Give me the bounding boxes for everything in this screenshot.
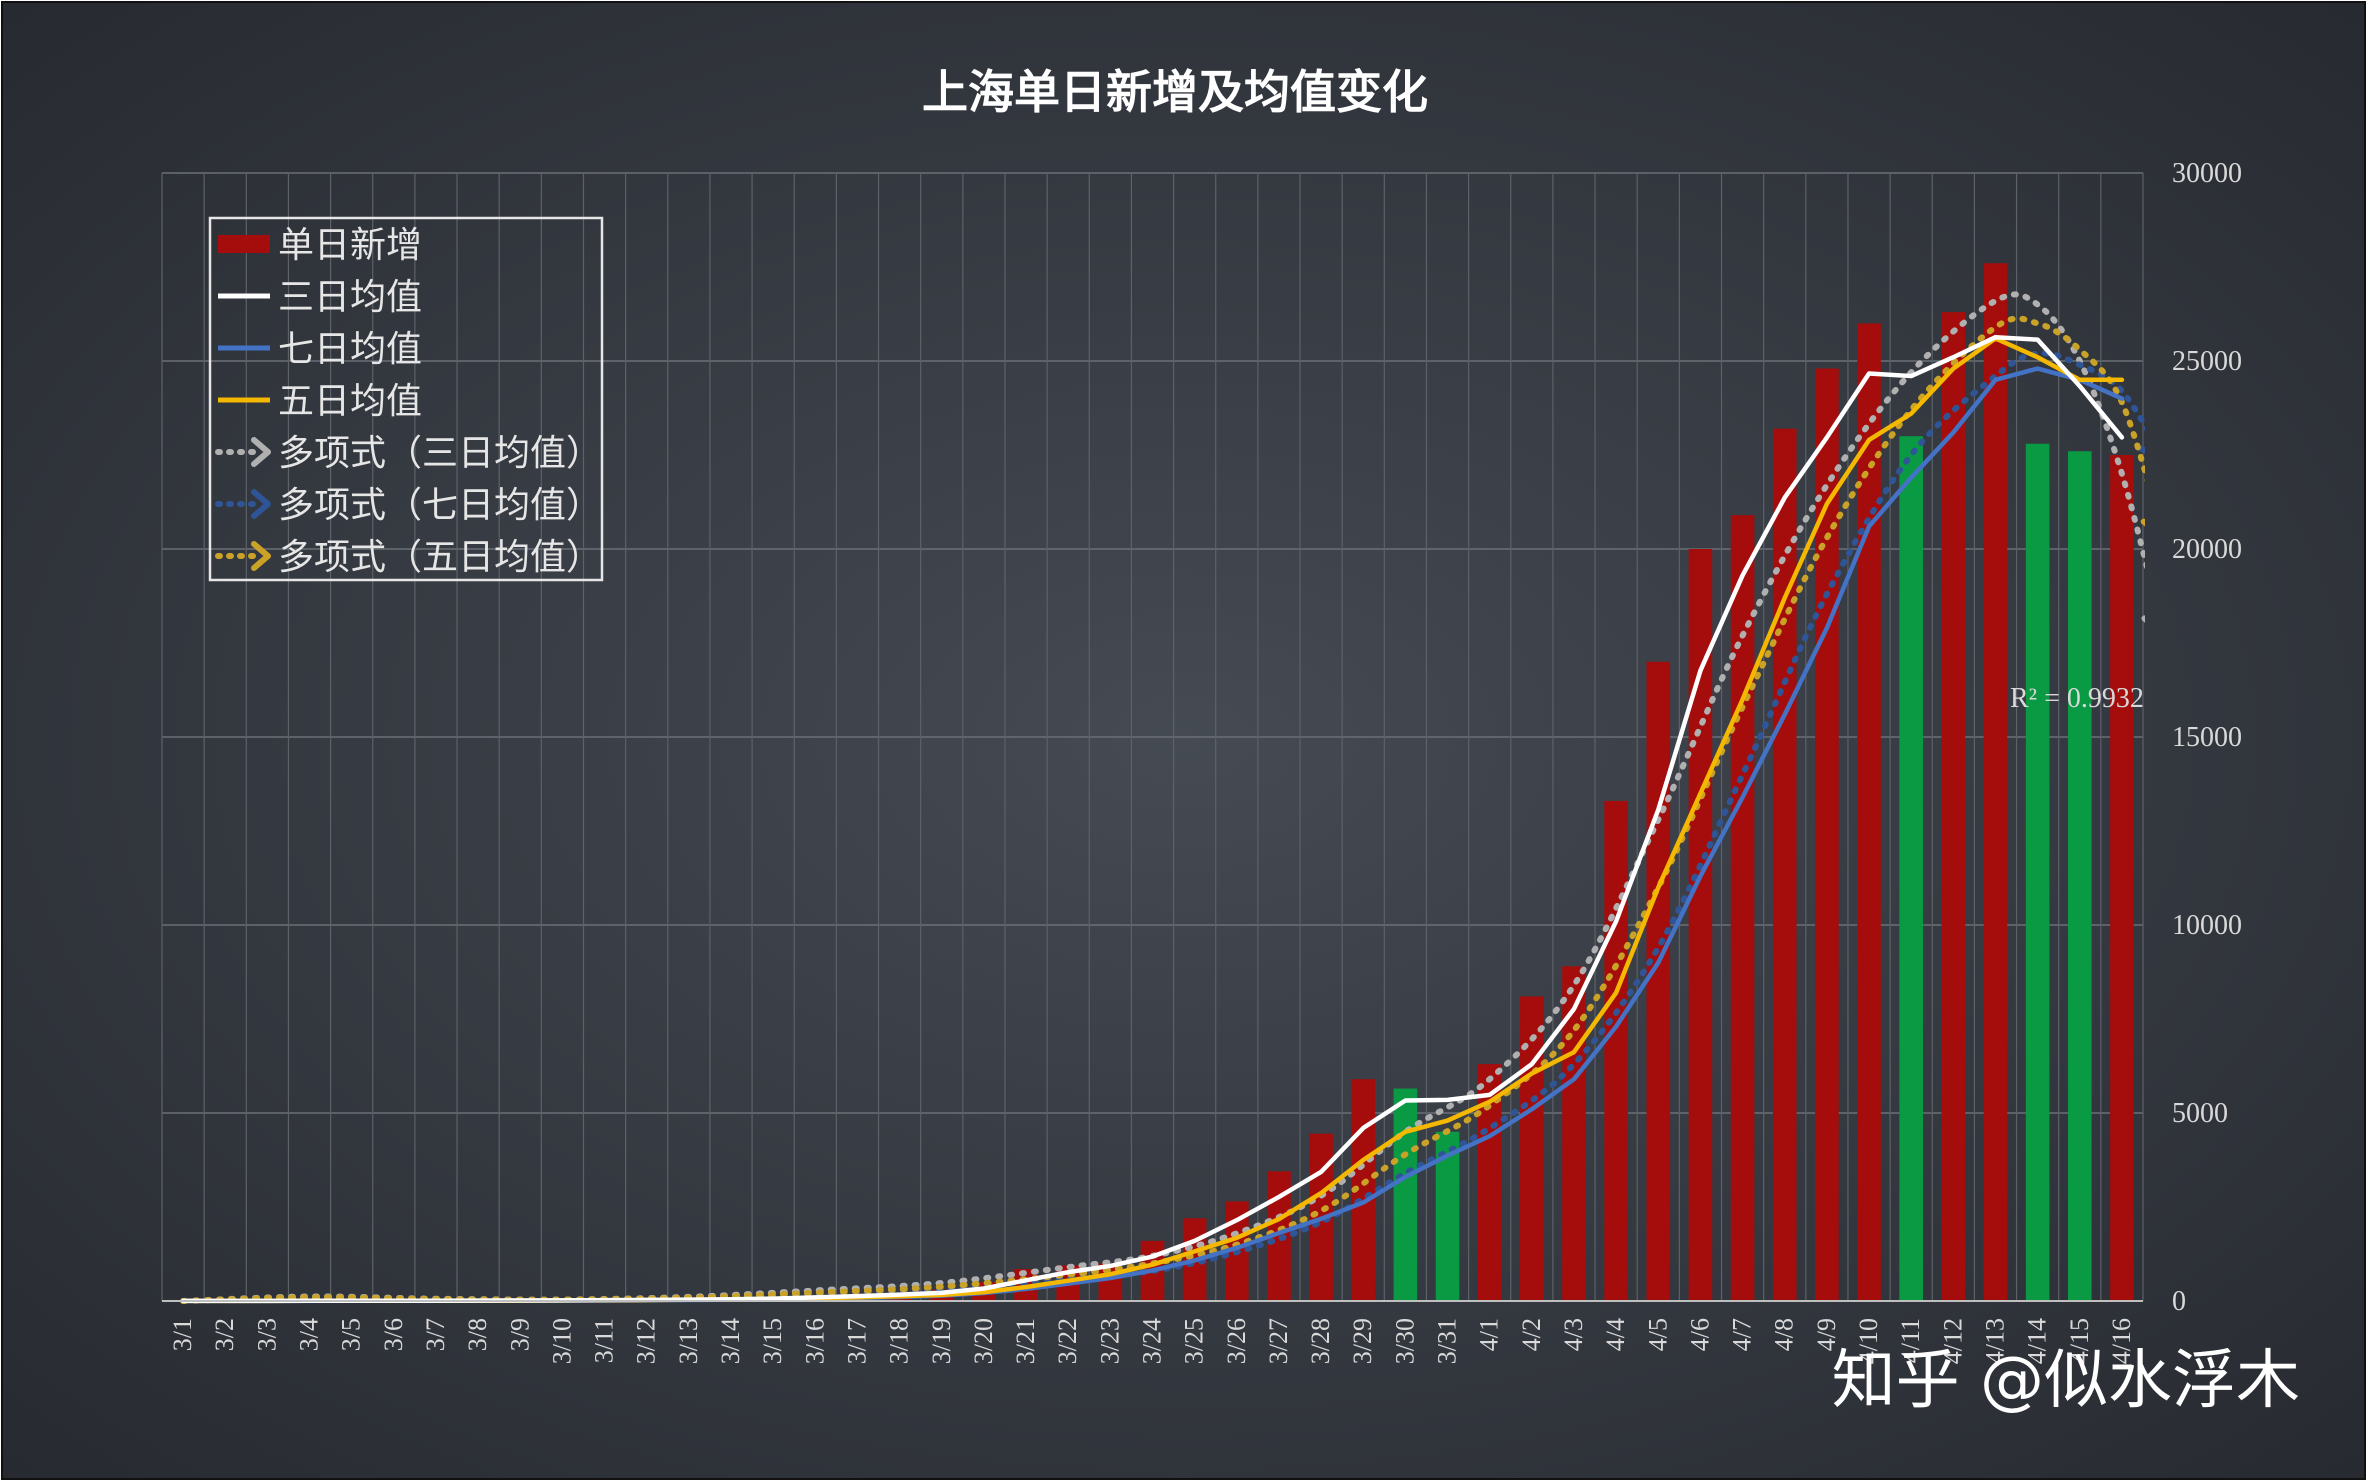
x-tick-label: 4/3 — [1559, 1318, 1588, 1351]
x-tick-label: 4/4 — [1601, 1318, 1630, 1351]
chart-title: 上海单日新增及均值变化 — [922, 65, 1428, 119]
x-tick-label: 4/14 — [2023, 1318, 2052, 1364]
x-tick-label: 3/30 — [1390, 1318, 1419, 1364]
x-tick-label: 3/11 — [590, 1318, 619, 1363]
x-tick-label: 3/29 — [1348, 1318, 1377, 1364]
bar — [1435, 1131, 1460, 1301]
x-tick-label: 3/15 — [758, 1318, 787, 1364]
x-tick-label: 3/4 — [295, 1318, 324, 1351]
x-tick-label: 3/27 — [1264, 1318, 1293, 1364]
bar — [1393, 1088, 1418, 1301]
x-tick-label: 3/16 — [800, 1318, 829, 1364]
bar — [1520, 996, 1544, 1301]
x-tick-label: 3/18 — [885, 1318, 914, 1364]
bars — [171, 263, 2134, 1302]
bar — [1983, 263, 2008, 1301]
x-tick-label: 4/12 — [1938, 1318, 1967, 1364]
x-tick-label: 4/11 — [1896, 1318, 1925, 1363]
x-tick-label: 4/7 — [1728, 1318, 1757, 1351]
x-tick-label: 3/6 — [379, 1318, 408, 1351]
x-tick-label: 3/24 — [1138, 1318, 1167, 1364]
x-tick-label: 4/8 — [1770, 1318, 1799, 1351]
x-tick-label: 3/20 — [969, 1318, 998, 1364]
x-tick-label: 4/13 — [1980, 1318, 2009, 1364]
x-tick-label: 4/9 — [1812, 1318, 1841, 1351]
x-tick-label: 3/8 — [463, 1318, 492, 1351]
x-tick-label: 3/13 — [674, 1318, 703, 1364]
bar — [2067, 451, 2092, 1301]
trendline — [180, 315, 2145, 1304]
x-tick-label: 3/23 — [1095, 1318, 1124, 1364]
axes: 0 5000 10000 15000 20000 25000 30000 3/1 3/2 3/3 3… — [162, 158, 2242, 1364]
legend-label: 三日均值 — [278, 277, 422, 318]
legend-arrow — [251, 489, 271, 519]
y-tick-label: 30000 — [2172, 158, 2242, 189]
x-tick-label: 3/21 — [1011, 1318, 1040, 1364]
x-tick-label: 3/9 — [505, 1318, 534, 1351]
bar — [1772, 428, 1797, 1301]
legend-label: 单日新增 — [278, 225, 422, 266]
legend-label: 多项式（三日均值） — [278, 433, 602, 474]
x-tick-label: 3/10 — [547, 1318, 576, 1364]
legend-label: 多项式（七日均值） — [278, 485, 602, 526]
x-tick-label: 3/26 — [1222, 1318, 1251, 1364]
x-tick-label: 3/31 — [1433, 1318, 1462, 1364]
legend-box — [208, 216, 604, 582]
x-tick-label: 3/17 — [842, 1318, 871, 1364]
x-tick-label: 3/28 — [1306, 1318, 1335, 1364]
bar — [1267, 1171, 1291, 1301]
x-tick-label: 3/19 — [927, 1318, 956, 1364]
x-tick-label: 4/10 — [1854, 1318, 1883, 1364]
bar — [1562, 966, 1586, 1301]
bar — [2110, 455, 2134, 1301]
x-tick-label: 4/16 — [2107, 1318, 2136, 1364]
y-tick-label: 10000 — [2172, 910, 2242, 941]
legend-swatch — [218, 235, 270, 253]
x-tick-label: 3/25 — [1180, 1318, 1209, 1364]
legend-arrow — [251, 437, 271, 467]
bar — [1857, 323, 1881, 1301]
bar — [1646, 661, 1671, 1301]
y-tick-label: 5000 — [2172, 1098, 2228, 1129]
y-tick-label: 20000 — [2172, 534, 2242, 565]
y-tick-label: 25000 — [2172, 346, 2242, 377]
legend-label: 多项式（五日均值） — [278, 537, 602, 578]
x-tick-label: 3/7 — [421, 1318, 450, 1351]
bar — [1899, 436, 1923, 1301]
bar — [1604, 800, 1628, 1301]
x-tick-label: 3/12 — [632, 1318, 661, 1364]
legend-label: 七日均值 — [278, 329, 422, 370]
legend-label: 五日均值 — [278, 381, 422, 422]
y-tick-label: 15000 — [2172, 722, 2242, 753]
x-tick-label: 3/5 — [337, 1318, 366, 1351]
x-tick-label: 3/1 — [168, 1318, 197, 1351]
x-tick-label: 4/2 — [1517, 1318, 1546, 1351]
legend-arrow — [251, 541, 271, 571]
x-tick-label: 4/15 — [2065, 1318, 2094, 1364]
x-tick-label: 4/6 — [1685, 1318, 1714, 1351]
x-tick-label: 4/1 — [1475, 1318, 1504, 1351]
trendline — [180, 291, 2145, 1304]
y-tick-label: 0 — [2172, 1286, 2186, 1317]
x-tick-label: 3/22 — [1053, 1318, 1082, 1364]
bar — [2025, 443, 2050, 1302]
x-tick-label: 4/5 — [1643, 1318, 1672, 1351]
x-tick-label: 3/2 — [210, 1318, 239, 1351]
r-squared-annotation: R² = 0.9932 — [2010, 683, 2144, 714]
bar — [1688, 549, 1713, 1301]
watermark: 知乎 @似水浮木 — [1832, 1344, 2300, 1418]
x-tick-label: 3/14 — [716, 1318, 745, 1364]
bar — [1941, 312, 1966, 1301]
x-tick-label: 3/3 — [252, 1318, 281, 1351]
